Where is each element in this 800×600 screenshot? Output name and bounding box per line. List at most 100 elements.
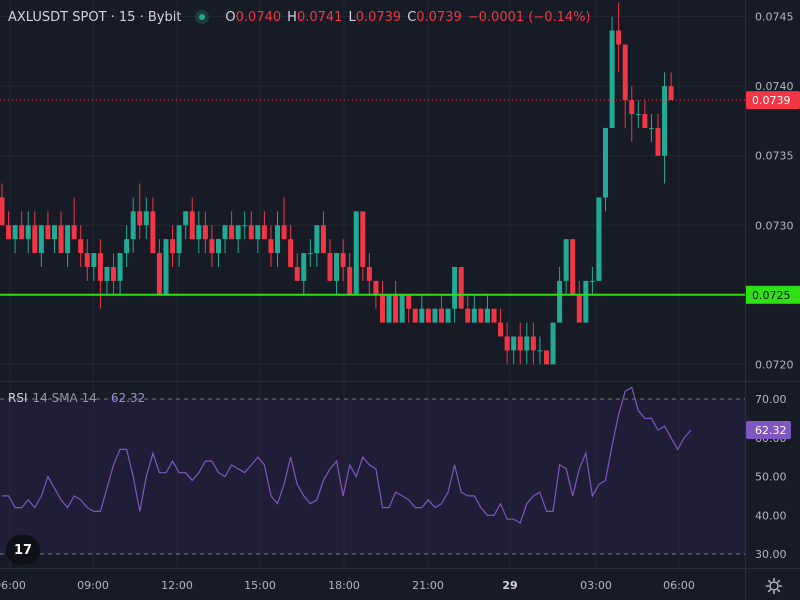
candle-body (498, 322, 504, 337)
candle-body (255, 225, 261, 240)
rsi-tick-label: 40.00 (755, 509, 787, 522)
candle-body (91, 253, 97, 267)
candle-body (445, 308, 451, 323)
time-tick-label: 06:00 (663, 579, 695, 592)
candle-body (484, 308, 490, 323)
time-tick-label: 21:00 (412, 579, 444, 592)
time-tick-label: 15:00 (244, 579, 276, 592)
time-tick-label: 12:00 (161, 579, 193, 592)
candle-body (32, 225, 38, 254)
candle-body (51, 225, 57, 240)
candle-body (189, 211, 195, 240)
candle-body (471, 308, 477, 323)
chart-header: AXLUSDT SPOT · 15 · Bybit O 0.0740 H 0.074… (8, 8, 591, 26)
candle-body (222, 225, 228, 240)
rsi-tick-label: 70.00 (755, 393, 787, 406)
symbol-title[interactable]: AXLUSDT SPOT · 15 · Bybit (8, 9, 182, 25)
candle-body (130, 211, 136, 240)
candle-body (71, 225, 77, 240)
candle-body (511, 336, 517, 351)
candle-body (261, 225, 267, 240)
candle-body (111, 266, 117, 281)
candle-body (622, 44, 628, 101)
candle-body (97, 253, 103, 281)
candle-body (412, 308, 418, 323)
level-label: 0.0725 (752, 289, 791, 302)
candle-body (478, 308, 484, 323)
rsi-value: 62.32 (110, 391, 146, 405)
candle-body (65, 225, 71, 254)
time-tick-label: 06:00 (0, 579, 26, 592)
rsi-tick-label: 50.00 (755, 471, 787, 484)
price-tick-label: 0.0720 (755, 358, 794, 371)
candle-body (642, 114, 648, 128)
candle-body (320, 225, 326, 254)
candle-body (425, 308, 431, 323)
candle-body (117, 253, 123, 281)
candle-body (288, 239, 294, 267)
candle-body (583, 280, 589, 323)
candle-body (616, 30, 622, 45)
candle-body (360, 211, 366, 267)
candle-body (543, 350, 549, 365)
candle-body (235, 225, 241, 240)
candle-body (452, 266, 458, 309)
candle-body (314, 225, 320, 254)
ohlc-change: −0.0001 (−0.14%) (467, 9, 591, 25)
rsi-header[interactable]: RSI 14 SMA 14 62.32 (8, 391, 145, 405)
candle-body (406, 294, 412, 309)
rsi-band-fill (0, 399, 745, 555)
candle-body (589, 280, 595, 282)
candle-body (340, 253, 346, 267)
candle-body (668, 86, 674, 101)
rsi-params: 14 SMA 14 (32, 391, 97, 405)
tradingview-logo-icon[interactable]: 17 (6, 535, 40, 565)
candle-body (176, 225, 182, 254)
candle-body (84, 253, 90, 267)
candle-body (242, 225, 248, 227)
candle-body (491, 308, 497, 323)
candle-body (196, 225, 202, 240)
candle-body (629, 100, 635, 115)
ohlc-open-label: O (225, 9, 236, 25)
candle-body (124, 239, 130, 254)
candle-body (576, 294, 582, 323)
candle-body (655, 127, 661, 156)
candle-body (635, 114, 641, 116)
gear-icon[interactable] (765, 577, 783, 595)
rsi-value-label-bg (746, 421, 791, 440)
rsi-value-label: 62.32 (755, 424, 787, 437)
last-price-label: 0.0739 (752, 94, 791, 107)
candle-body (353, 211, 359, 295)
candle-body (104, 266, 110, 281)
time-tick-label: 09:00 (77, 579, 109, 592)
ohlc-low: 0.0739 (355, 9, 402, 25)
candle-body (662, 86, 668, 156)
candle-body (12, 225, 18, 240)
candle-body (275, 225, 281, 254)
candle-body (301, 253, 307, 281)
candle-body (327, 253, 333, 281)
candle-body (432, 308, 438, 323)
candle-body (170, 239, 176, 254)
candle-body (458, 266, 464, 309)
candle-body (550, 322, 556, 365)
candle-body (439, 308, 445, 323)
candle-body (347, 266, 353, 295)
candle-body (596, 197, 602, 281)
candle-body (465, 308, 471, 323)
rsi-line (2, 386, 692, 524)
candle-body (58, 225, 64, 254)
time-tick-label: 29 (502, 579, 517, 592)
candle-body (19, 225, 25, 240)
candle-body (294, 266, 300, 281)
candle-body (25, 225, 31, 240)
rsi-name: RSI (8, 391, 28, 405)
price-tick-label: 0.0730 (755, 219, 794, 232)
candle-body (517, 336, 523, 351)
ohlc-low-label: L (348, 9, 356, 25)
candle-body (307, 253, 313, 255)
ohlc-close-label: C (407, 9, 417, 25)
candle-body (45, 225, 51, 240)
